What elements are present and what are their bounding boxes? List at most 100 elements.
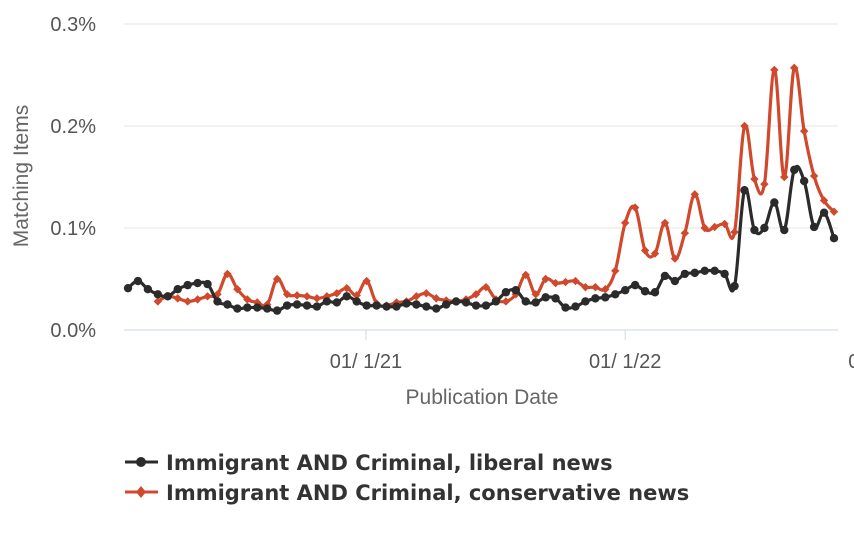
data-point bbox=[720, 269, 729, 279]
data-point bbox=[819, 208, 829, 217]
data-point bbox=[740, 186, 749, 195]
data-point bbox=[690, 190, 699, 199]
data-point bbox=[541, 274, 550, 284]
data-point bbox=[640, 246, 650, 255]
data-point bbox=[123, 283, 133, 293]
data-point bbox=[740, 121, 749, 131]
data-point bbox=[531, 298, 540, 307]
data-point bbox=[292, 291, 302, 300]
data-point bbox=[332, 289, 342, 298]
data-point bbox=[611, 290, 620, 299]
data-point bbox=[571, 276, 580, 286]
data-point bbox=[770, 65, 779, 75]
data-point bbox=[332, 298, 342, 307]
data-point bbox=[173, 285, 182, 294]
data-point bbox=[422, 289, 431, 298]
data-point bbox=[432, 294, 441, 303]
data-point bbox=[441, 300, 451, 309]
data-point bbox=[750, 225, 759, 235]
data-point bbox=[620, 286, 630, 295]
data-point bbox=[700, 223, 709, 233]
data-point bbox=[362, 276, 371, 286]
data-point bbox=[551, 294, 560, 303]
data-point bbox=[243, 303, 252, 312]
legend: Immigrant AND Criminal, liberal news Imm… bbox=[125, 451, 689, 505]
legend-item-liberal[interactable]: Immigrant AND Criminal, liberal news bbox=[125, 451, 613, 475]
data-point bbox=[640, 287, 650, 296]
data-point bbox=[809, 171, 819, 181]
data-point bbox=[422, 302, 431, 311]
data-point bbox=[690, 268, 699, 278]
data-point bbox=[760, 223, 769, 233]
data-point bbox=[352, 297, 361, 306]
data-point bbox=[819, 196, 829, 205]
data-point bbox=[352, 291, 361, 300]
data-point bbox=[730, 281, 739, 291]
data-point bbox=[223, 300, 232, 309]
data-point bbox=[342, 292, 351, 301]
data-point bbox=[780, 225, 789, 235]
data-point bbox=[799, 126, 809, 136]
data-point bbox=[790, 63, 799, 73]
data-point bbox=[143, 285, 153, 294]
legend-item-conservative[interactable]: Immigrant AND Criminal, conservative new… bbox=[125, 481, 689, 505]
data-point bbox=[591, 282, 600, 292]
legend-marker-diamond bbox=[136, 486, 146, 498]
data-point bbox=[531, 290, 540, 299]
data-point bbox=[272, 306, 282, 315]
data-point bbox=[481, 282, 491, 292]
data-point bbox=[392, 302, 401, 311]
data-point bbox=[153, 290, 163, 299]
data-point bbox=[203, 292, 212, 301]
data-point bbox=[551, 278, 560, 288]
data-point bbox=[750, 174, 759, 184]
data-point bbox=[710, 222, 719, 232]
data-point bbox=[183, 297, 192, 306]
y-axis-title: Matching Items bbox=[10, 105, 33, 247]
data-point bbox=[203, 279, 212, 289]
data-point bbox=[402, 299, 411, 308]
data-point bbox=[133, 276, 143, 286]
y-tick-label: 0.0% bbox=[50, 320, 96, 342]
data-point bbox=[491, 297, 501, 306]
data-point bbox=[790, 165, 799, 175]
data-point bbox=[770, 198, 779, 207]
data-point bbox=[501, 288, 511, 297]
data-point bbox=[680, 228, 690, 238]
data-point bbox=[183, 280, 192, 290]
data-point bbox=[263, 304, 272, 313]
data-point bbox=[571, 302, 580, 311]
data-point bbox=[282, 301, 292, 310]
data-point bbox=[233, 285, 242, 294]
data-point bbox=[471, 290, 481, 299]
data-point bbox=[153, 297, 163, 306]
data-point bbox=[272, 274, 282, 284]
data-point bbox=[243, 295, 252, 304]
series-line bbox=[157, 65, 836, 308]
data-point bbox=[382, 302, 391, 311]
data-point bbox=[193, 295, 202, 304]
data-point bbox=[362, 301, 371, 310]
data-point bbox=[660, 271, 670, 281]
data-point bbox=[233, 304, 242, 313]
y-tick-label: 0.3% bbox=[50, 14, 96, 36]
data-point bbox=[412, 300, 421, 309]
series-layer bbox=[123, 63, 839, 315]
data-point bbox=[471, 301, 481, 310]
data-point bbox=[760, 179, 769, 189]
data-point bbox=[710, 266, 719, 276]
data-point bbox=[521, 297, 530, 306]
data-point bbox=[670, 276, 680, 286]
legend-marker-circle bbox=[136, 457, 146, 467]
legend-label-conservative: Immigrant AND Criminal, conservative new… bbox=[166, 481, 689, 505]
data-point bbox=[809, 222, 819, 232]
data-point bbox=[650, 249, 660, 258]
data-point bbox=[581, 282, 590, 292]
data-point bbox=[561, 303, 570, 312]
data-point bbox=[581, 297, 590, 306]
data-point bbox=[213, 297, 222, 306]
legend-label-liberal: Immigrant AND Criminal, liberal news bbox=[166, 451, 613, 475]
data-point bbox=[780, 172, 789, 182]
